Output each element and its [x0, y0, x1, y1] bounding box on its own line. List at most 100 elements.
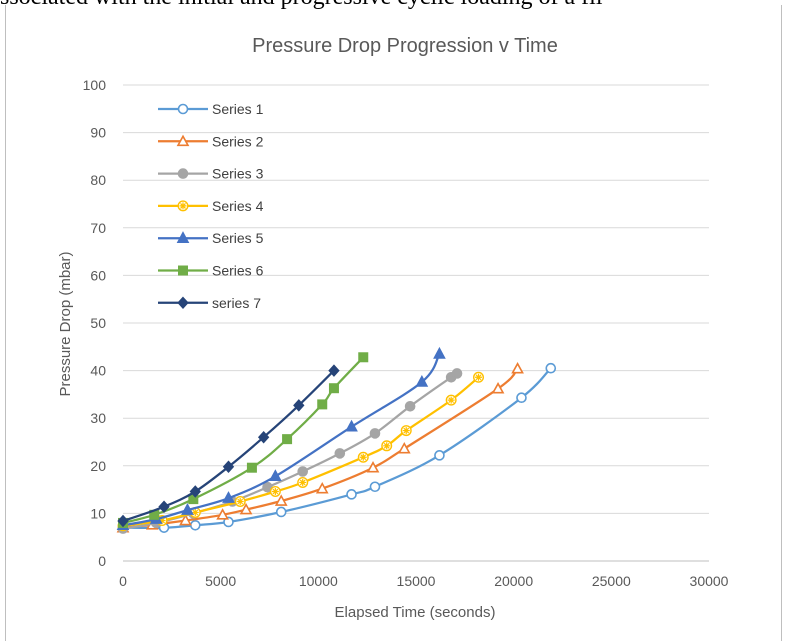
marker-cross: [158, 517, 166, 525]
marker-cross: [447, 396, 455, 404]
y-tick-label: 100: [83, 77, 107, 93]
x-tick-label: 10000: [299, 573, 338, 589]
data-point: [397, 442, 411, 454]
marker-cross: [475, 373, 483, 381]
legend: Series 1 Series 2 Series 3 Series 4 Series 5…: [158, 101, 264, 311]
data-point: [334, 448, 346, 459]
y-tick-label: 20: [90, 458, 106, 474]
series-line: [121, 376, 480, 527]
data-point: [357, 451, 369, 463]
legend-marker: [176, 134, 190, 147]
y-tick-label: 60: [90, 267, 106, 283]
x-tick-label: 25000: [592, 573, 631, 589]
marker-cross: [179, 202, 187, 210]
data-point: [222, 491, 235, 503]
data-point: [181, 503, 194, 515]
data-point: [434, 450, 445, 461]
x-tick-label: 15000: [397, 573, 436, 589]
data-point: [433, 346, 446, 359]
y-tick-label: 50: [90, 315, 106, 331]
data-point: [257, 430, 270, 444]
x-tick-label: 0: [119, 573, 127, 589]
data-point: [346, 489, 357, 500]
y-tick-label: 30: [90, 410, 106, 426]
data-point: [328, 383, 339, 394]
legend-entry-3: Series 3: [158, 166, 264, 182]
data-point: [516, 392, 527, 404]
data-point: [117, 514, 129, 528]
data-point: [315, 482, 329, 494]
legend-entry-7: series 7: [158, 295, 261, 311]
legend-label: series 7: [212, 295, 261, 311]
marker-cross: [271, 488, 279, 496]
legend-entry-1: Series 1: [158, 101, 264, 117]
data-point: [216, 508, 229, 520]
series-line: [121, 367, 552, 530]
y-tick-label: 40: [90, 363, 106, 379]
series-5: [116, 346, 446, 531]
x-tick-label: 5000: [205, 573, 236, 589]
y-axis-ticks: 0 10 20 30 40 50 60 70 80 90 100: [83, 77, 107, 569]
legend-marker: [177, 200, 189, 212]
data-point: [400, 425, 412, 437]
data-point: [189, 519, 201, 531]
data-point: [473, 371, 485, 383]
marker-cross: [191, 508, 199, 516]
x-axis-ticks: 0 5000 10000 15000 20000 25000 30000: [119, 573, 729, 589]
data-point: [366, 461, 380, 473]
legend-entry-2: Series 2: [158, 133, 264, 149]
legend-entry-4: Series 4: [158, 198, 264, 214]
legend-label: Series 1: [212, 101, 264, 117]
y-tick-label: 80: [90, 172, 106, 188]
series-line: [121, 352, 441, 527]
y-tick-label: 70: [90, 220, 106, 236]
legend-label: Series 6: [212, 263, 264, 279]
data-point: [239, 502, 253, 515]
marker-cross: [359, 453, 367, 461]
legend-marker: [176, 231, 190, 243]
page-caption-fragment: ssociated with the initial and progressi…: [0, 0, 787, 11]
data-point: [445, 394, 457, 406]
data-point: [491, 382, 505, 394]
data-point: [274, 494, 288, 506]
x-tick-label: 20000: [494, 573, 533, 589]
data-point: [451, 368, 463, 379]
legend-marker: [178, 265, 188, 276]
data-point: [358, 352, 369, 363]
data-point: [369, 481, 381, 493]
series-4: [117, 371, 485, 532]
data-point: [179, 513, 192, 526]
legend-entry-5: Series 5: [158, 230, 264, 246]
legend-marker: [177, 296, 189, 310]
data-point: [297, 466, 309, 477]
data-point: [381, 440, 393, 452]
legend-entry-6: Series 6: [158, 263, 264, 279]
chart-frame: [5, 5, 782, 641]
marker-cross: [299, 478, 307, 486]
data-point: [511, 362, 524, 374]
data-point: [189, 485, 201, 498]
data-point: [275, 506, 287, 518]
data-point: [223, 516, 234, 528]
y-tick-label: 90: [90, 125, 106, 141]
legend-label: Series 5: [212, 230, 264, 246]
data-point: [369, 428, 381, 439]
legend-marker: [177, 168, 189, 179]
data-point: [246, 462, 257, 473]
data-point: [545, 362, 557, 374]
y-tick-label: 0: [98, 553, 106, 569]
plot-area: [116, 346, 557, 534]
series-7: [117, 364, 340, 528]
data-point: [328, 364, 340, 377]
chart-title: Pressure Drop Progression v Time: [252, 35, 558, 57]
data-point: [158, 500, 170, 513]
data-point: [345, 419, 358, 432]
legend-label: Series 3: [212, 166, 264, 182]
x-tick-label: 30000: [690, 573, 729, 589]
data-point: [317, 399, 328, 410]
y-axis-title: Pressure Drop (mbar): [57, 251, 74, 396]
data-point: [415, 374, 429, 387]
marker-cross: [402, 427, 410, 435]
data-point: [282, 434, 293, 445]
